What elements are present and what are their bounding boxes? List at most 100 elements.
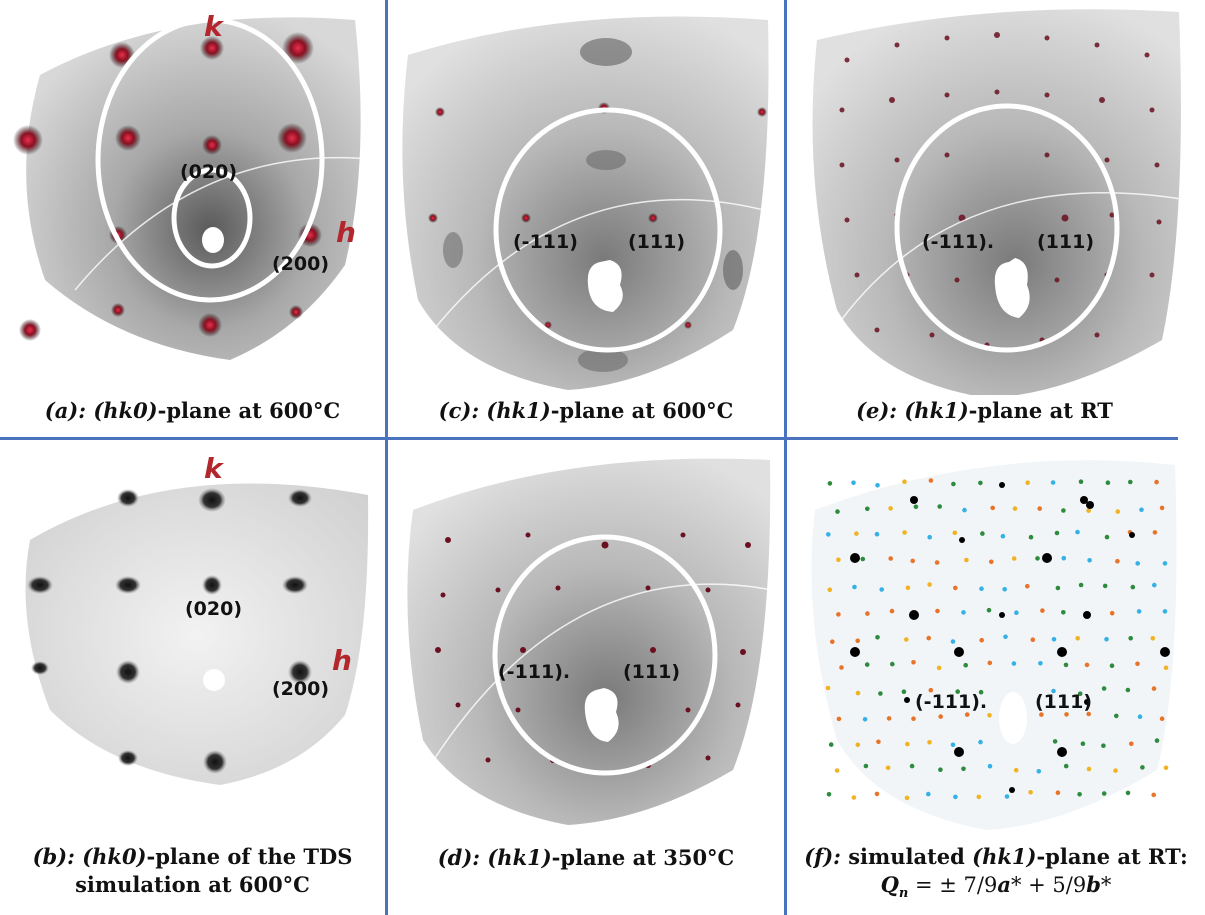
sim-dot bbox=[1109, 610, 1115, 616]
sim-dot bbox=[826, 532, 831, 537]
sim-dot bbox=[1154, 738, 1160, 743]
sim-dot bbox=[863, 763, 869, 769]
horizontal-divider bbox=[0, 437, 1178, 440]
sim-dot bbox=[1077, 691, 1083, 696]
sim-dot bbox=[961, 766, 966, 772]
sim-dot bbox=[1055, 790, 1061, 795]
sim-dot bbox=[875, 635, 880, 640]
sim-dot bbox=[852, 584, 857, 590]
sim-dot bbox=[1140, 765, 1145, 770]
panel-e-label-m111: (-111). bbox=[922, 231, 994, 253]
sim-dot bbox=[888, 556, 893, 561]
sim-dot bbox=[1152, 530, 1158, 535]
sim-dot bbox=[913, 504, 919, 510]
sim-dot bbox=[874, 531, 880, 537]
sim-dot bbox=[1109, 663, 1115, 668]
sim-dot bbox=[909, 763, 915, 769]
panel-c-detector-area bbox=[402, 16, 769, 391]
sim-dot bbox=[1159, 505, 1165, 511]
sim-dot bbox=[888, 506, 893, 511]
sim-dot bbox=[864, 662, 870, 667]
sim-dot bbox=[889, 608, 895, 614]
sim-dot bbox=[1086, 508, 1091, 513]
sim-dot bbox=[910, 558, 915, 564]
sim-dot bbox=[986, 607, 992, 613]
sim-dot bbox=[978, 739, 983, 745]
sim-dot bbox=[836, 716, 842, 722]
panel-b-detector-area bbox=[25, 483, 369, 785]
panel-d-ring bbox=[492, 534, 718, 776]
sim-dot bbox=[1104, 534, 1110, 540]
sim-dot bbox=[876, 739, 881, 745]
panel-f-caption: (f): simulated (hk1)-plane at RT: Qn = ±… bbox=[787, 843, 1205, 908]
sim-dot bbox=[934, 560, 940, 565]
sim-dot bbox=[1128, 636, 1133, 641]
sim-dot bbox=[1159, 716, 1165, 721]
sim-dot bbox=[1011, 661, 1017, 666]
panel-d-label-111: (111) bbox=[623, 661, 680, 683]
panel-f-main-spots bbox=[850, 482, 1170, 793]
sim-dot bbox=[827, 481, 833, 486]
sim-dot bbox=[851, 480, 856, 485]
sim-dot bbox=[836, 612, 841, 617]
sim-dot bbox=[1011, 556, 1017, 561]
sim-dot bbox=[874, 791, 880, 797]
sim-dot bbox=[911, 716, 916, 721]
panel-d-diffraction-image: (-111). (111) bbox=[407, 458, 773, 825]
sim-dot bbox=[902, 530, 907, 535]
sim-dot bbox=[826, 792, 832, 797]
sim-dot bbox=[830, 639, 835, 644]
sim-dot bbox=[955, 689, 960, 694]
panel-c-label-111: (111) bbox=[628, 231, 685, 253]
panel-f-formula: Qn = ± 7/9a* + 5/9b* bbox=[880, 872, 1112, 902]
sim-dot bbox=[1162, 561, 1168, 566]
sim-dot bbox=[1077, 792, 1082, 797]
sim-dot bbox=[1151, 686, 1157, 691]
sim-dot bbox=[980, 531, 985, 536]
sim-dot bbox=[904, 637, 909, 642]
sim-dot bbox=[952, 530, 958, 536]
sim-dot bbox=[964, 712, 970, 717]
sim-dot bbox=[1152, 582, 1157, 588]
sim-dot bbox=[1105, 480, 1111, 485]
sim-dot bbox=[1084, 662, 1090, 668]
sim-dot bbox=[875, 483, 880, 488]
sim-dot bbox=[1037, 506, 1042, 511]
sim-dot bbox=[1064, 712, 1069, 717]
sim-dot bbox=[879, 587, 884, 592]
sim-dot bbox=[828, 742, 834, 747]
sim-dot bbox=[1139, 507, 1144, 513]
panel-a-diffraction-image: (020) (200) k h bbox=[13, 10, 381, 361]
panel-e-label-111: (111) bbox=[1037, 231, 1094, 253]
sim-dot bbox=[1000, 533, 1006, 539]
sim-dot bbox=[935, 608, 940, 614]
sim-dot bbox=[855, 638, 860, 644]
sim-dot bbox=[1038, 661, 1043, 666]
sim-dot bbox=[950, 742, 956, 748]
sim-dot bbox=[1003, 634, 1008, 640]
sim-dot bbox=[1150, 636, 1156, 641]
sim-dot bbox=[937, 504, 942, 509]
sim-dot bbox=[961, 610, 966, 615]
sim-dot bbox=[1113, 768, 1118, 773]
sim-dot bbox=[962, 507, 967, 513]
panel-a-axis-h: h bbox=[336, 216, 356, 249]
sim-dot bbox=[905, 585, 911, 591]
sim-dot bbox=[1129, 741, 1134, 747]
sim-dot bbox=[901, 689, 907, 694]
sim-dot bbox=[963, 662, 968, 668]
sim-dot bbox=[851, 795, 857, 800]
panel-f-detector-area bbox=[811, 460, 1177, 830]
sim-dot bbox=[1075, 529, 1080, 535]
sim-dot bbox=[1061, 610, 1066, 615]
sim-dot bbox=[1104, 636, 1109, 642]
sim-dot bbox=[1040, 608, 1045, 613]
panel-a-axis-k: k bbox=[204, 10, 225, 43]
panel-c-diffuse-features bbox=[443, 38, 743, 372]
panel-f-beamstop bbox=[999, 692, 1027, 744]
sim-dot bbox=[1061, 508, 1066, 513]
sim-dot bbox=[1061, 555, 1067, 561]
panel-d-caption: (d): (hk1)-plane at 350°C bbox=[437, 845, 735, 870]
sim-dot bbox=[890, 661, 895, 667]
panel-b-axis-k: k bbox=[204, 452, 225, 485]
